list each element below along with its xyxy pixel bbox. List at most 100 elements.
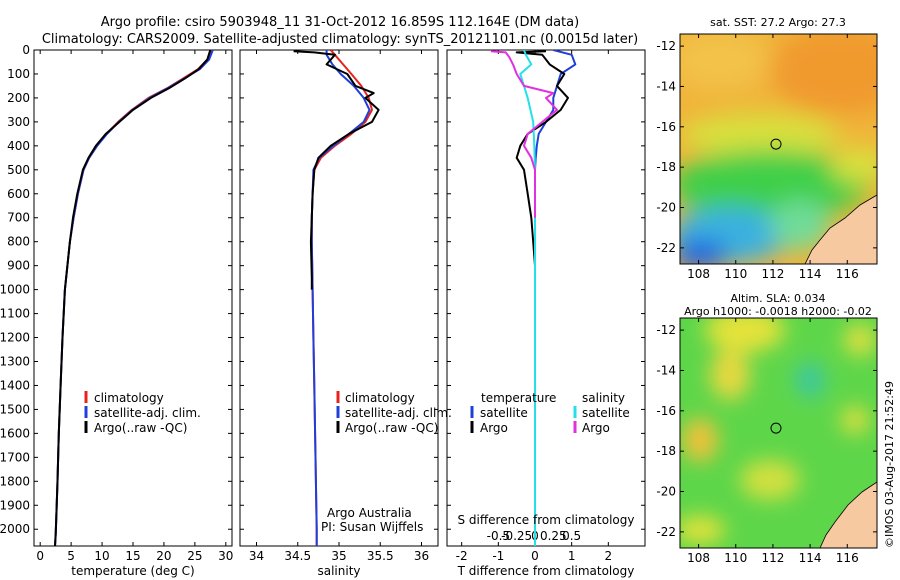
sla-map-title-line2: Argo h1000: -0.0018 h2000: -0.02 (684, 305, 872, 318)
s-difference-xlabel: S difference from climatology (458, 513, 635, 527)
temp-xtick-label: 5 (67, 549, 75, 563)
sla-high-patch (680, 516, 725, 544)
sla-argo-location-marker (770, 422, 782, 434)
sal-line-argo-raw-qc- (293, 50, 380, 290)
depth-tick-label: 300 (7, 115, 30, 129)
diff-xtick-label: 0 (531, 549, 539, 563)
temp-xtick-label: 30 (218, 549, 233, 563)
diff-xtick-label: -1 (492, 549, 504, 563)
sla-lon-label: 108 (687, 551, 710, 565)
sst-map-axes: 108 110 112 114 116 -12 -14 -16 -18 -20 -22 (656, 34, 877, 281)
depth-tick-label: 900 (7, 259, 30, 273)
depth-tick-label: 1900 (0, 498, 30, 512)
sal-line-climatology (310, 50, 373, 546)
diff-xtick-label: -2 (456, 549, 468, 563)
sal-line-satellite-adj-clim- (310, 50, 371, 546)
sla-lat-label: -22 (656, 525, 676, 539)
legend-label-argo: Argo(..raw -QC) (94, 421, 187, 435)
sal-xtick-label: 34.5 (284, 549, 311, 563)
depth-tick-label: 1600 (0, 426, 30, 440)
sla-high-patch (710, 350, 750, 400)
sst-map-frame (679, 33, 878, 265)
depth-tick-label: 1800 (0, 474, 30, 488)
temp-xtick-label: 0 (36, 549, 44, 563)
depth-tick-label: 0 (22, 43, 30, 57)
difference-series (490, 50, 577, 546)
s-diff-xtick-label: -0.5 (487, 529, 510, 543)
sst-warm-patch (770, 34, 877, 115)
legend-label-argo: Argo(..raw -QC) (345, 421, 438, 435)
diff-line-s-satellite (519, 50, 536, 546)
legend-label-s-argo: Argo (582, 421, 610, 435)
diff-line-t-argo (515, 50, 569, 546)
sla-high-patch (844, 324, 876, 356)
depth-tick-label: 1400 (0, 378, 30, 392)
temp-xtick-label: 20 (156, 549, 171, 563)
salinity-axes: 34 34.5 35 35.5 36 (240, 49, 438, 563)
t-difference-xlabel: T difference from climatology (457, 564, 635, 578)
sst-lat-label: -16 (656, 120, 676, 134)
sal-xtick-label: 36 (414, 549, 429, 563)
sst-lat-label: -22 (656, 241, 676, 255)
legend-label-t-satellite: satellite (480, 406, 528, 420)
salinity-legend: climatology satellite-adj. clim. Argo(..… (336, 391, 452, 435)
legend-header-salinity: salinity (582, 391, 625, 405)
difference-legend: temperature salinity satellite Argo sate… (470, 391, 630, 435)
sst-lon-label: 114 (799, 267, 822, 281)
temperature-series (54, 50, 214, 546)
temp-line-satellite-adj-clim- (54, 50, 214, 546)
sst-heatmap (680, 34, 877, 264)
sla-high-patch (740, 460, 800, 500)
sst-lat-label: -12 (656, 39, 676, 53)
depth-tick-label: 200 (7, 91, 30, 105)
legend-label-t-argo: Argo (480, 421, 508, 435)
legend-label-satellite: satellite-adj. clim. (345, 406, 452, 420)
depth-tick-label: 700 (7, 211, 30, 225)
temp-xtick-label: 10 (94, 549, 109, 563)
sla-lat-label: -20 (656, 485, 676, 499)
temperature-xlabel: temperature (deg C) (71, 564, 194, 578)
sla-map-title-line1: Altim. SLA: 0.034 (730, 292, 825, 305)
sst-mid-patch (830, 147, 877, 183)
sla-lon-label: 110 (724, 551, 747, 565)
salinity-xlabel: salinity (317, 564, 360, 578)
sst-map-title: sat. SST: 27.2 Argo: 27.3 (710, 16, 846, 29)
sla-high-patch (705, 318, 785, 352)
legend-label-satellite: satellite-adj. clim. (94, 406, 201, 420)
s-diff-xtick-label: -0.25 (501, 529, 532, 543)
difference-axes: -2 -1 0 1 2-0.5-0.250 0.250.5 (447, 49, 645, 563)
sla-high-patch (682, 418, 718, 462)
sla-low-patch (795, 362, 825, 398)
depth-tick-label: 2000 (0, 522, 30, 536)
depth-tick-label: 600 (7, 187, 30, 201)
salinity-series (293, 50, 380, 546)
temperature-axes: 0100200300400500600700800900100011001200… (0, 43, 233, 563)
sst-cold-patch (680, 240, 728, 264)
diff-xtick-label: 1 (568, 549, 576, 563)
sst-lat-label: -18 (656, 160, 676, 174)
temperature-legend: climatology satellite-adj. clim. Argo(..… (84, 391, 201, 435)
depth-tick-label: 500 (7, 163, 30, 177)
sla-lat-label: -18 (656, 444, 676, 458)
depth-tick-label: 100 (7, 67, 30, 81)
difference-plot-area (446, 49, 646, 547)
sst-green-patch (680, 150, 870, 220)
sal-xtick-label: 35.5 (367, 549, 394, 563)
temp-line-argo-raw-qc- (54, 50, 212, 546)
sst-teal-patch (770, 200, 830, 250)
salinity-annotation-line2: PI: Susan Wijffels (321, 520, 423, 534)
depth-tick-label: 1500 (0, 402, 30, 416)
sla-lat-label: -16 (656, 404, 676, 418)
depth-tick-label: 1000 (0, 283, 30, 297)
sst-lat-label: -14 (656, 79, 676, 93)
legend-label-climatology: climatology (345, 391, 415, 405)
sst-lon-label: 112 (761, 267, 784, 281)
legend-header-temperature: temperature (481, 391, 556, 405)
sst-warm-patch (680, 34, 770, 90)
chart-title-line2: Climatology: CARS2009. Satellite-adjuste… (42, 32, 638, 47)
temp-xtick-label: 15 (125, 549, 140, 563)
sla-lat-label: -14 (656, 363, 676, 377)
legend-label-s-satellite: satellite (582, 406, 630, 420)
depth-tick-label: 1700 (0, 450, 30, 464)
depth-tick-label: 1100 (0, 307, 30, 321)
